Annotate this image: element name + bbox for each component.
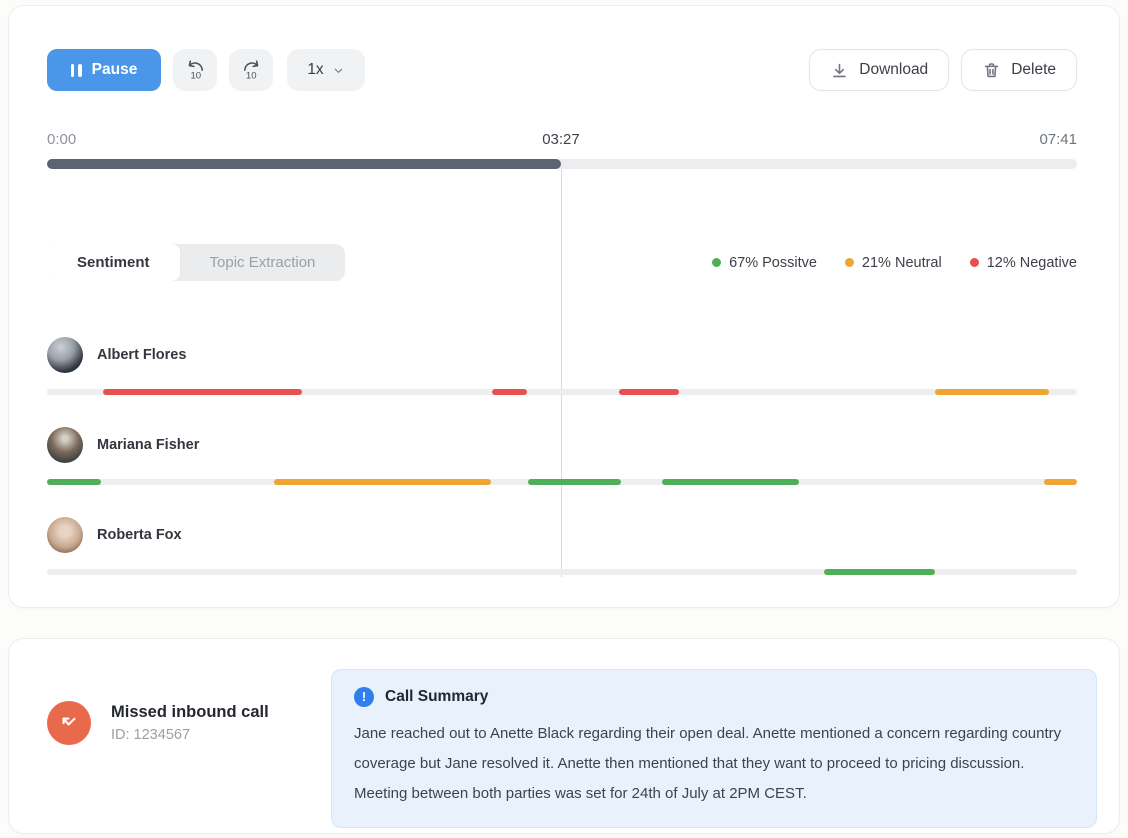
speaker-row: Roberta Fox (47, 517, 1077, 575)
playhead-line (560, 169, 562, 577)
sentiment-segment-positive (528, 479, 621, 485)
delete-button[interactable]: Delete (961, 49, 1077, 91)
legend-label: 12% Negative (986, 254, 1077, 271)
player-controls: Pause 10 10 1x (47, 49, 1077, 91)
avatar (47, 517, 83, 553)
legend-item-neutral: 21% Neutral (844, 254, 942, 271)
time-start: 0:00 (47, 131, 77, 148)
call-summary-box: ! Call Summary Jane reached out to Anett… (331, 669, 1097, 828)
sentiment-segment-positive (661, 479, 799, 485)
speaker-name: Mariana Fisher (97, 437, 200, 453)
chevron-down-icon (334, 68, 342, 73)
legend-item-negative: 12% Negative (969, 254, 1077, 271)
call-summary-text: Jane reached out to Anette Black regardi… (354, 725, 1062, 802)
sentiment-segment-negative (102, 389, 303, 395)
legend-item-positive: 67% Possitve (712, 255, 817, 271)
forward-10-button[interactable]: 10 (229, 49, 273, 91)
call-summary-title: Call Summary (385, 688, 489, 705)
speed-label: 1x (307, 61, 324, 78)
tab-topic-extraction[interactable]: Topic Extraction (180, 244, 346, 281)
neutral-dot-icon (844, 258, 854, 267)
timeline-area: Sentiment Topic Extraction 67% Possitve 21… (47, 159, 1077, 577)
svg-text:10: 10 (190, 70, 201, 81)
negative-dot-icon (969, 258, 979, 267)
speaker-name: Albert Flores (97, 347, 187, 363)
seek-bar[interactable] (47, 159, 1077, 169)
sentiment-track (47, 479, 1077, 485)
avatar (47, 427, 83, 463)
pause-label: Pause (91, 61, 138, 78)
sentiment-legend: 67% Possitve 21% Neutral 12% Negative (712, 255, 1077, 271)
sentiment-track (47, 389, 1077, 395)
pause-icon (70, 63, 82, 77)
timeline-labels: 0:00 03:27 07:41 (47, 131, 1077, 148)
delete-label: Delete (1011, 61, 1056, 78)
legend-label: 67% Possitve (729, 254, 817, 271)
sentiment-segment-negative (491, 389, 527, 395)
missed-call-badge (47, 701, 91, 745)
download-icon (833, 63, 847, 77)
analysis-header: Sentiment Topic Extraction 67% Possitve 21… (47, 244, 1077, 281)
call-info-card: Missed inbound call ID: 1234567 ! Call S… (8, 638, 1120, 834)
sentiment-segment-positive (47, 479, 101, 485)
positive-dot-icon (712, 258, 722, 267)
rewind-10-button[interactable]: 10 (173, 49, 217, 91)
legend-label: 21% Neutral (861, 254, 942, 271)
sentiment-segment-negative (618, 389, 680, 395)
download-button[interactable]: Download (809, 49, 950, 91)
pause-button[interactable]: Pause (47, 49, 161, 91)
speakers: Albert Flores Mariana Fisher Roberta Fox (47, 337, 1077, 575)
info-icon: ! (354, 687, 374, 707)
svg-text:10: 10 (245, 70, 256, 81)
sentiment-segment-positive (823, 569, 935, 575)
missed-inbound-call-icon (62, 717, 76, 726)
rewind-10-icon: 10 (188, 59, 203, 81)
analysis-tabs: Sentiment Topic Extraction (47, 244, 346, 281)
forward-10-icon: 10 (243, 59, 258, 81)
player-card: Pause 10 10 1x (8, 5, 1120, 608)
speaker-row: Albert Flores (47, 337, 1077, 395)
speaker-name: Roberta Fox (97, 527, 182, 543)
sentiment-segment-neutral (1044, 479, 1077, 485)
download-label: Download (859, 61, 929, 78)
speaker-row: Mariana Fisher (47, 427, 1077, 485)
sentiment-segment-neutral (934, 389, 1050, 395)
call-type: Missed inbound call ID: 1234567 (47, 701, 331, 745)
time-end: 07:41 (1039, 131, 1077, 148)
avatar (47, 337, 83, 373)
sentiment-segment-neutral (273, 479, 491, 485)
seek-bar-fill (47, 159, 561, 169)
tab-sentiment[interactable]: Sentiment (47, 244, 180, 281)
time-current: 03:27 (542, 131, 580, 148)
sentiment-track (47, 569, 1077, 575)
call-title: Missed inbound call (111, 703, 269, 721)
call-id: ID: 1234567 (111, 727, 191, 743)
playback-speed-selector[interactable]: 1x (287, 49, 365, 91)
trash-icon (984, 62, 999, 77)
